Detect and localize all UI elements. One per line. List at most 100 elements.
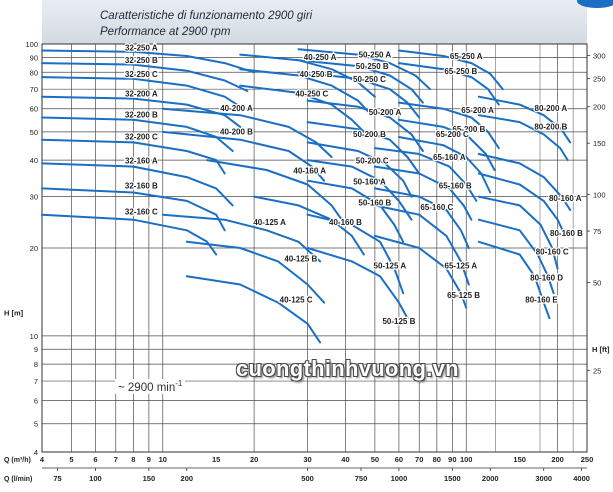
y-tick-label: 7 — [34, 377, 38, 386]
curve-label: 80-160 D — [530, 273, 563, 282]
x-tick-label: 5 — [69, 455, 73, 464]
curve-80-160-c — [477, 195, 559, 270]
curve-label: 50-250 A — [359, 50, 392, 59]
y-tick-label: 20 — [30, 244, 38, 253]
curve-label: 40-200 A — [220, 104, 253, 113]
curve-65-160-b — [373, 165, 473, 221]
curve-label: 65-125 B — [447, 291, 480, 300]
curve-label: 32-250 B — [125, 56, 158, 65]
x2-tick-label: 2000 — [482, 474, 499, 483]
chart-header: Caratteristiche di funzionamento 2900 gi… — [42, 0, 587, 44]
curve-label: 40-125 C — [280, 296, 313, 305]
x2-tick-label: 1000 — [391, 474, 408, 483]
curve-32-160-c — [41, 213, 218, 256]
x-tick-label: 80 — [433, 455, 441, 464]
x2-tick-label: 150 — [143, 474, 156, 483]
curve-label: 50-250 C — [353, 75, 386, 84]
x-tick-label: 20 — [250, 455, 258, 464]
y-tick-label: 80 — [30, 68, 38, 77]
y-tick-label: 60 — [30, 105, 38, 114]
y2-tick-label: 100 — [593, 191, 606, 200]
curve-label: 65-200 B — [452, 125, 485, 134]
chart-title-en: Performance at 2900 rpm — [100, 26, 231, 38]
curve-label: 80-160 C — [536, 248, 569, 257]
curve-label: 50-125 B — [382, 317, 415, 326]
x-tick-label: 7 — [114, 455, 118, 464]
curve-40-160-a — [206, 159, 347, 226]
chart-title-it: Caratteristiche di funzionamento 2900 gi… — [100, 10, 313, 22]
curve-label: 80-160 E — [525, 296, 558, 305]
curve-label: 50-160 A — [353, 178, 386, 187]
y2-tick-label: 300 — [593, 51, 606, 60]
curve-80-200-a — [477, 95, 572, 144]
curve-label: 65-125 A — [445, 262, 478, 271]
curve-80-200-b — [477, 114, 569, 162]
curve-label: 40-200 B — [220, 127, 253, 136]
curve-label: 50-200 A — [369, 108, 402, 117]
curve-label: 40-160 A — [293, 166, 326, 175]
y2-axis-title: H [ft] — [592, 345, 610, 354]
curve-50-250-b — [297, 59, 424, 104]
curve-50-200-c — [306, 141, 413, 198]
y-tick-label: 9 — [34, 345, 38, 354]
x2-tick-label: 3000 — [535, 474, 552, 483]
curve-50-250-a — [297, 48, 432, 91]
y-tick-label: 70 — [30, 85, 38, 94]
x-tick-label: 6 — [93, 455, 97, 464]
x-tick-label: 40 — [341, 455, 349, 464]
x-tick-label: 200 — [551, 455, 564, 464]
y2-tick-label: 150 — [593, 139, 606, 148]
curve-label: 65-160 B — [439, 181, 472, 190]
curve-80-160-d — [477, 218, 555, 295]
curve-label: 65-200 C — [436, 130, 469, 139]
curve-label: 65-250 B — [444, 67, 477, 76]
curve-50-160-b — [306, 179, 405, 243]
curve-label: 80-160 B — [550, 229, 583, 238]
curve-65-160-c — [373, 187, 470, 249]
x-tick-label: 250 — [581, 455, 594, 464]
x2-tick-label: 1500 — [444, 474, 461, 483]
curve-32-200-a — [41, 95, 242, 128]
x-tick-label: 50 — [371, 455, 379, 464]
x-tick-label: 4 — [40, 455, 45, 464]
speed-label-exponent: -1 — [175, 379, 183, 388]
curve-label: 65-160 C — [420, 203, 453, 212]
curve-label: 40-250 C — [295, 90, 328, 99]
curve-80-160-b — [477, 172, 567, 237]
x-tick-label: 150 — [513, 455, 526, 464]
curve-label: 32-160 B — [125, 181, 158, 190]
x-tick-label: 90 — [448, 455, 456, 464]
curve-32-200-c — [41, 138, 226, 175]
curve-label: 65-160 A — [433, 153, 466, 162]
y-tick-label: 8 — [34, 360, 38, 369]
curve-65-160-a — [373, 147, 478, 202]
curve-32-250-b — [41, 62, 249, 92]
curve-label: 40-125 A — [253, 218, 286, 227]
curve-40-250-a — [239, 53, 376, 98]
curve-label: 32-200 C — [125, 133, 158, 142]
curve-label: 32-200 B — [125, 110, 158, 119]
x2-tick-label: 200 — [181, 474, 194, 483]
x-tick-label: 70 — [415, 455, 423, 464]
x-tick-label: 10 — [159, 455, 167, 464]
curve-50-200-a — [306, 99, 424, 152]
curve-label: 65-250 A — [450, 52, 483, 61]
y-tick-label: 6 — [34, 397, 38, 406]
x-tick-label: 8 — [131, 455, 135, 464]
y-tick-label: 10 — [30, 332, 38, 341]
curve-label: 50-200 B — [353, 130, 386, 139]
y-tick-label: 4 — [34, 448, 38, 457]
x-tick-label: 9 — [147, 455, 151, 464]
y2-tick-label: 50 — [593, 278, 601, 287]
y-tick-label: 30 — [30, 193, 38, 202]
x-tick-label: 100 — [460, 455, 473, 464]
curve-65-200-c — [397, 136, 492, 194]
curve-50-200-b — [306, 121, 421, 175]
speed-label-text: ~ 2900 min — [118, 381, 176, 394]
curve-label: 40-125 B — [284, 254, 317, 263]
x2-tick-label: 500 — [301, 474, 314, 483]
x-tick-label: 30 — [303, 455, 311, 464]
curve-40-125-b — [185, 240, 326, 304]
y-tick-label: 100 — [25, 40, 38, 49]
